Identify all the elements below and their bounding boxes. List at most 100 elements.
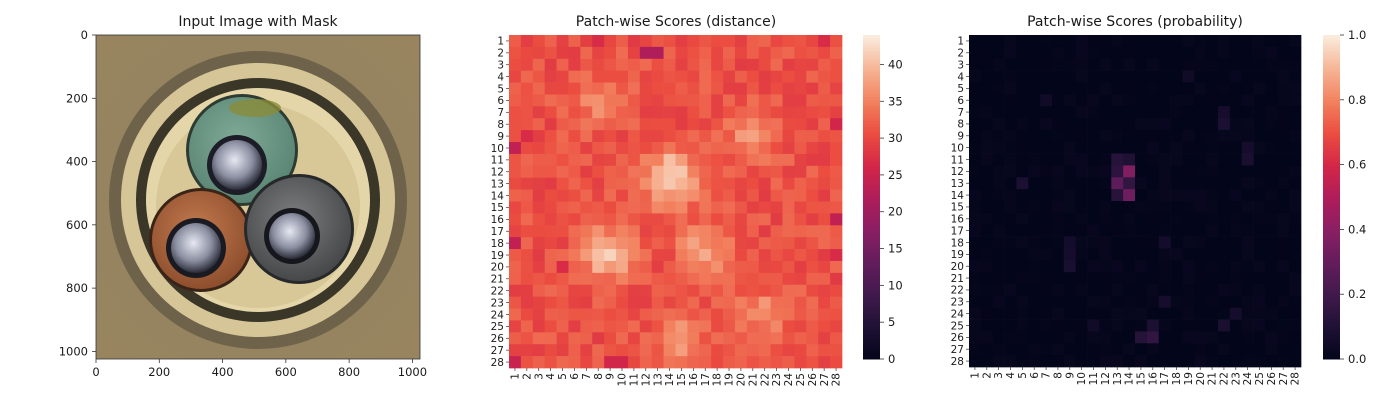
probability-colorbar-gradient-step (1323, 202, 1340, 206)
distance-cell (746, 70, 760, 83)
distance-cell (675, 130, 688, 143)
probability-cell (1040, 189, 1053, 202)
distance-cell (663, 118, 676, 131)
distance-cell (746, 153, 760, 167)
distance-cell (734, 213, 748, 226)
probability-cell (1277, 331, 1290, 344)
probability-cell (1206, 118, 1219, 131)
probability-cell (980, 165, 994, 178)
distance-cell (544, 225, 557, 238)
distance-cell (580, 320, 593, 333)
probability-cell (1241, 343, 1254, 356)
distance-cell (723, 344, 736, 357)
distance-cell (711, 320, 724, 333)
distance-cell (806, 106, 819, 119)
probability-cell (969, 343, 982, 356)
probability-row-label: 24 (951, 308, 965, 320)
distance-colorbar-gradient-step (863, 67, 880, 71)
distance-row-label: 8 (497, 119, 504, 131)
probability-cell (1123, 272, 1136, 285)
distance-cell (770, 70, 783, 83)
distance-cell (770, 284, 783, 297)
distance-cell (723, 260, 736, 274)
probability-cell (1146, 94, 1160, 107)
distance-colorbar-gradient-step (863, 110, 880, 114)
probability-cell (1123, 177, 1136, 190)
probability-cell (1194, 82, 1207, 95)
probability-colorbar-gradient-step (1323, 234, 1340, 238)
probability-row-label: 16 (951, 214, 965, 226)
probability-cell (1206, 212, 1219, 226)
probability-cell (1265, 141, 1278, 154)
distance-cell (663, 94, 676, 107)
probability-col-label: 25 (1254, 372, 1266, 385)
distance-cell (830, 237, 843, 250)
probability-cell (1004, 319, 1017, 332)
probability-cell (1158, 260, 1171, 273)
distance-cell (818, 189, 831, 202)
distance-cell (830, 356, 843, 369)
probability-cell (980, 224, 994, 237)
distance-col-label: 21 (747, 373, 759, 386)
distance-colorbar-gradient-step (863, 310, 880, 314)
distance-cell (616, 308, 629, 321)
distance-colorbar-gradient-step (863, 345, 880, 349)
probability-cell (1016, 284, 1029, 297)
distance-cell (556, 249, 569, 262)
probability-cell (1170, 284, 1183, 297)
probability-cell (1253, 201, 1266, 214)
probability-colorbar-gradient-step (1323, 194, 1340, 198)
distance-cell (675, 70, 688, 83)
distance-cell (806, 177, 819, 190)
probability-cell (1099, 284, 1112, 297)
probability-cell (1040, 46, 1053, 60)
distance-cell (509, 320, 522, 333)
distance-cell (509, 153, 522, 167)
probability-cell (1004, 284, 1017, 297)
distance-cell (616, 332, 629, 345)
probability-cell (980, 58, 994, 71)
distance-cell (509, 296, 522, 309)
distance-colorbar-gradient-step (863, 188, 880, 193)
distance-cell (746, 94, 760, 107)
probability-colorbar-gradient-step (1323, 172, 1340, 176)
probability-cell (1182, 129, 1195, 143)
probability-cell (1229, 260, 1243, 273)
distance-cell (734, 332, 748, 345)
distance-cell (758, 165, 771, 179)
probability-cell (1028, 319, 1041, 332)
probability-colorbar-gradient-step (1323, 78, 1340, 82)
distance-cell (794, 249, 807, 262)
distance-cell (711, 225, 724, 238)
probability-cell (1099, 224, 1112, 237)
probability-cell (1123, 129, 1136, 143)
distance-colorbar-gradient-step (863, 164, 880, 168)
distance-col-label: 7 (581, 373, 593, 380)
distance-cell (699, 165, 712, 179)
probability-cell (992, 355, 1005, 368)
probability-cell (1052, 165, 1065, 178)
probability-colorbar-gradient-step (1323, 164, 1340, 168)
probability-cell (1135, 189, 1148, 202)
probability-cell (1277, 201, 1290, 214)
probability-cell (1075, 177, 1088, 190)
distance-cell (544, 201, 557, 214)
probability-cell (1253, 260, 1266, 273)
distance-cell (663, 106, 676, 119)
probability-colorbar-gradient-step (1323, 83, 1340, 87)
probability-cell (1016, 46, 1029, 60)
distance-cell (675, 94, 688, 107)
distance-cell (627, 118, 641, 131)
distance-cell (639, 130, 653, 143)
distance-cell (794, 118, 807, 131)
distance-cell (568, 356, 581, 369)
probability-cell (1277, 153, 1290, 166)
distance-cell (723, 177, 736, 190)
distance-colorbar-gradient-step (863, 170, 880, 174)
probability-cell (1135, 70, 1148, 83)
probability-cell (969, 46, 982, 60)
distance-cell (532, 308, 546, 321)
distance-cell (639, 344, 653, 357)
probability-cell (1194, 189, 1207, 202)
distance-cell (830, 272, 843, 286)
